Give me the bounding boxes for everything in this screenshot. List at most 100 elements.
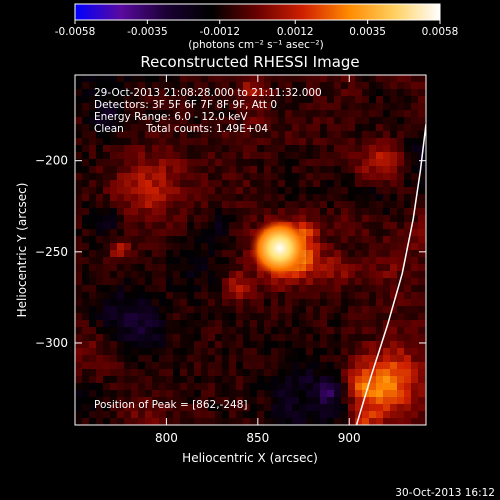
heatmap-cell	[250, 320, 257, 327]
heatmap-cell	[180, 418, 187, 425]
heatmap-cell	[355, 236, 362, 243]
heatmap-cell	[152, 285, 159, 292]
heatmap-cell	[362, 173, 369, 180]
heatmap-cell	[369, 124, 376, 131]
heatmap-cell	[404, 159, 411, 166]
heatmap-cell	[264, 313, 271, 320]
heatmap-cell	[313, 376, 320, 383]
heatmap-cell	[383, 341, 390, 348]
heatmap-cell	[411, 145, 418, 152]
heatmap-cell	[166, 271, 173, 278]
heatmap-cell	[271, 397, 278, 404]
heatmap-cell	[180, 341, 187, 348]
heatmap-cell	[313, 341, 320, 348]
heatmap-cell	[110, 411, 117, 418]
heatmap-cell	[89, 117, 96, 124]
heatmap-cell	[96, 201, 103, 208]
heatmap-cell	[334, 229, 341, 236]
heatmap-cell	[334, 383, 341, 390]
heatmap-cell	[397, 103, 404, 110]
heatmap-cell	[208, 194, 215, 201]
heatmap-cell	[285, 201, 292, 208]
heatmap-cell	[89, 82, 96, 89]
heatmap-cell	[82, 166, 89, 173]
heatmap-cell	[173, 271, 180, 278]
heatmap-cell	[264, 152, 271, 159]
heatmap-cell	[411, 292, 418, 299]
heatmap-cell	[194, 250, 201, 257]
heatmap-cell	[271, 390, 278, 397]
heatmap-cell	[313, 313, 320, 320]
heatmap-cell	[110, 236, 117, 243]
heatmap-cell	[82, 180, 89, 187]
heatmap-cell	[243, 180, 250, 187]
heatmap-cell	[82, 348, 89, 355]
heatmap-cell	[103, 355, 110, 362]
heatmap-cell	[131, 131, 138, 138]
heatmap-cell	[229, 334, 236, 341]
heatmap-cell	[243, 208, 250, 215]
heatmap-cell	[313, 369, 320, 376]
heatmap-cell	[306, 271, 313, 278]
heatmap-cell	[327, 187, 334, 194]
heatmap-cell	[278, 418, 285, 425]
heatmap-cell	[173, 264, 180, 271]
heatmap-cell	[334, 362, 341, 369]
heatmap-cell	[208, 376, 215, 383]
heatmap-cell	[355, 404, 362, 411]
heatmap-cell	[299, 131, 306, 138]
heatmap-cell	[355, 376, 362, 383]
heatmap-cell	[166, 292, 173, 299]
heatmap-cell	[110, 257, 117, 264]
heatmap-cell	[194, 201, 201, 208]
heatmap-cell	[180, 103, 187, 110]
heatmap-cell	[180, 355, 187, 362]
heatmap-cell	[383, 201, 390, 208]
heatmap-cell	[257, 208, 264, 215]
heatmap-cell	[96, 117, 103, 124]
heatmap-cell	[369, 82, 376, 89]
heatmap-cell	[201, 152, 208, 159]
heatmap-cell	[110, 208, 117, 215]
heatmap-cell	[145, 334, 152, 341]
heatmap-cell	[278, 327, 285, 334]
heatmap-cell	[390, 418, 397, 425]
heatmap-cell	[411, 187, 418, 194]
heatmap-cell	[187, 327, 194, 334]
heatmap-cell	[278, 138, 285, 145]
heatmap-cell	[264, 376, 271, 383]
heatmap-cell	[159, 334, 166, 341]
heatmap-cell	[257, 313, 264, 320]
heatmap-cell	[124, 222, 131, 229]
heatmap-cell	[404, 327, 411, 334]
heatmap-cell	[131, 369, 138, 376]
heatmap-cell	[82, 397, 89, 404]
heatmap-cell	[208, 411, 215, 418]
heatmap-cell	[131, 376, 138, 383]
heatmap-cell	[131, 103, 138, 110]
heatmap-cell	[89, 341, 96, 348]
heatmap-cell	[355, 292, 362, 299]
heatmap-cell	[159, 243, 166, 250]
heatmap-cell	[292, 411, 299, 418]
heatmap-cell	[124, 166, 131, 173]
heatmap-cell	[313, 299, 320, 306]
heatmap-cell	[145, 271, 152, 278]
heatmap-cell	[397, 320, 404, 327]
heatmap-cell	[145, 285, 152, 292]
heatmap-cell	[390, 306, 397, 313]
heatmap-cell	[369, 313, 376, 320]
heatmap-cell	[362, 313, 369, 320]
heatmap-cell	[383, 243, 390, 250]
heatmap-cell	[383, 75, 390, 82]
heatmap-cell	[264, 390, 271, 397]
heatmap-cell	[131, 152, 138, 159]
heatmap-cell	[278, 117, 285, 124]
heatmap-cell	[208, 369, 215, 376]
heatmap-cell	[383, 292, 390, 299]
heatmap-cell	[348, 383, 355, 390]
heatmap-cell	[138, 390, 145, 397]
heatmap-cell	[362, 145, 369, 152]
heatmap-cell	[131, 229, 138, 236]
heatmap-cell	[201, 145, 208, 152]
